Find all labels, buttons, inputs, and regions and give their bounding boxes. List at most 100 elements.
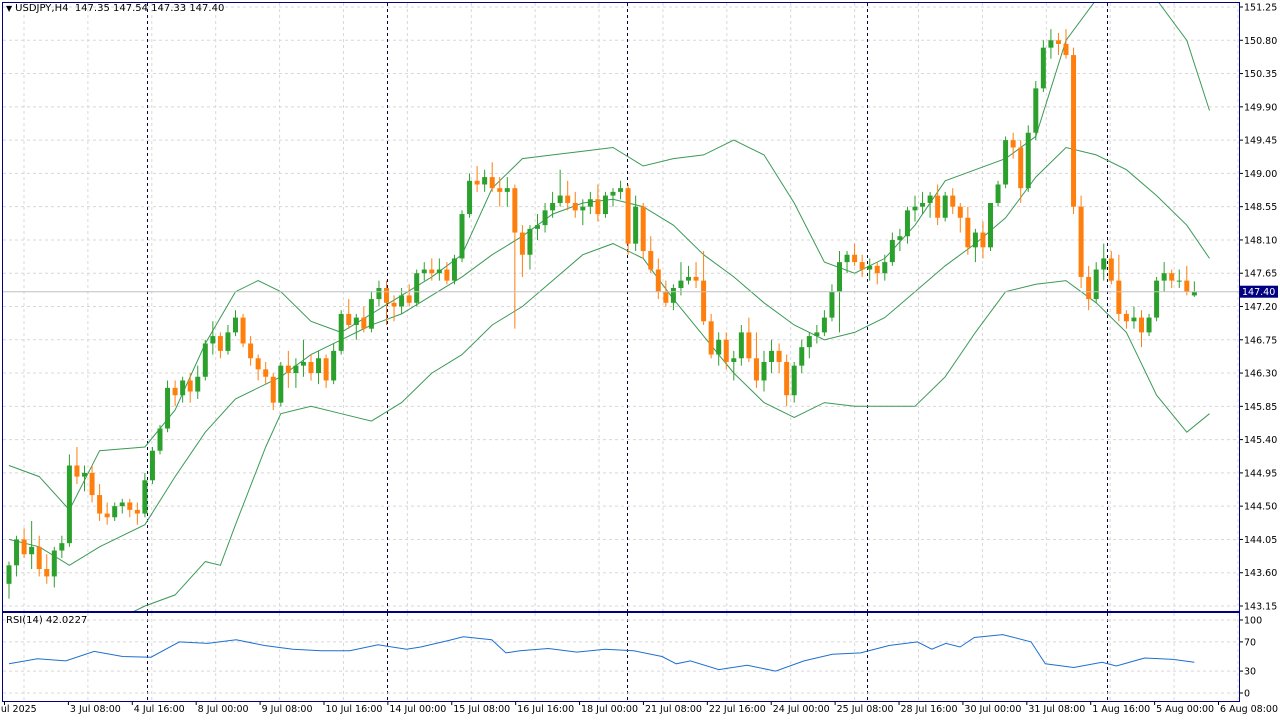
rsi-line <box>8 634 1195 672</box>
candle-bull <box>504 188 510 192</box>
time-tick-label: 25 Jul 08:00 <box>837 704 894 715</box>
candle-bear <box>776 350 782 362</box>
candle-bull <box>6 565 12 584</box>
candle-bear <box>44 569 50 577</box>
candle-bull <box>829 291 835 318</box>
candle-bull <box>799 347 805 366</box>
time-tick-label: 22 Jul 16:00 <box>709 704 766 715</box>
candle-bull <box>731 358 737 362</box>
price-tick-label: 145.85 <box>1244 402 1277 413</box>
candle-bull <box>482 177 488 185</box>
time-tick-label: 14 Jul 00:00 <box>389 704 446 715</box>
candle-bull <box>353 317 359 325</box>
candle-bear <box>429 269 435 274</box>
candle-bull <box>821 317 827 333</box>
time-tick-label: 3 Jul 08:00 <box>70 704 121 715</box>
candle-bull <box>867 265 873 270</box>
candle-bull <box>1048 40 1054 48</box>
time-tick-label: 21 Jul 08:00 <box>645 704 702 715</box>
candle-bull <box>157 428 163 451</box>
candle-bear <box>935 195 941 218</box>
candle-bull <box>550 202 556 211</box>
candle-bull <box>761 361 767 381</box>
price-tick-label: 144.50 <box>1244 502 1277 513</box>
candle-bull <box>557 195 563 203</box>
time-tick-label: 2 Jul 2025 <box>0 704 37 715</box>
candle-bull <box>988 202 993 248</box>
candle-bull <box>1146 317 1152 333</box>
candle-bear <box>519 232 525 255</box>
candle-bull <box>119 502 125 507</box>
candle-bear <box>1063 43 1069 56</box>
candle-bull <box>210 336 216 344</box>
collapse-triangle-icon[interactable]: ▼ <box>6 4 13 13</box>
time-tick-label: 9 Jul 08:00 <box>262 704 313 715</box>
candle-bear <box>1184 280 1190 292</box>
price-tick-label: 150.80 <box>1244 36 1277 47</box>
candle-bull <box>1191 291 1197 296</box>
candle-bull <box>995 184 1001 203</box>
candle-bear <box>323 358 329 381</box>
candle-bull <box>1161 273 1167 281</box>
candle-bull <box>972 232 978 248</box>
candle-bear <box>255 358 261 370</box>
candle-bear <box>1018 147 1024 189</box>
candle-bull <box>912 206 918 211</box>
candle-bear <box>263 369 269 377</box>
time-tick-label: 8 Jul 00:00 <box>198 704 249 715</box>
candle-bull <box>806 336 812 348</box>
time-tick-label: 4 Jul 16:00 <box>134 704 185 715</box>
candle-bear <box>134 509 140 514</box>
candle-bull <box>927 195 933 203</box>
candle-bull <box>791 365 797 396</box>
candle-bear <box>753 358 759 381</box>
candle-bear <box>89 472 95 496</box>
candle-bear <box>97 495 103 514</box>
price-tick-label: 149.45 <box>1244 136 1277 147</box>
candle-bull <box>376 288 382 300</box>
candle-bear <box>1108 258 1114 281</box>
candle-bull <box>51 550 57 577</box>
price-tick-label: 148.55 <box>1244 202 1277 213</box>
candle-bear <box>74 465 80 477</box>
candle-bear <box>361 317 367 329</box>
candle-bear <box>172 387 178 396</box>
candle-bear <box>625 188 631 244</box>
price-tick-label: 149.90 <box>1244 102 1277 113</box>
candle-bear <box>655 269 661 292</box>
candle-bull <box>278 365 284 403</box>
candle-bull <box>1101 258 1107 270</box>
candle-bull <box>414 273 420 303</box>
bollinger-upper-line <box>8 3 1210 511</box>
price-tick-label: 143.60 <box>1244 568 1277 579</box>
candle-bear <box>346 313 352 325</box>
candle-bull <box>889 239 895 263</box>
time-tick-label: 5 Aug 00:00 <box>1156 704 1214 715</box>
candle-bull <box>59 543 65 551</box>
candle-bull <box>670 288 676 303</box>
candle-bull <box>1040 47 1046 89</box>
candle-bull <box>587 199 593 207</box>
candle-bear <box>497 188 503 192</box>
candle-bull <box>399 295 405 307</box>
candle-bear <box>572 202 578 211</box>
rsi-tick-label: 0 <box>1244 689 1250 700</box>
candle-bull <box>580 206 586 211</box>
candle-bull <box>1025 132 1031 189</box>
candle-bull <box>233 317 238 333</box>
candle-bull <box>814 332 820 337</box>
candle-bear <box>859 262 865 270</box>
candle-bull <box>602 195 608 215</box>
candle-bull <box>897 236 903 240</box>
last-price-label: 147.40 <box>1242 287 1275 298</box>
candle-bull <box>66 465 72 544</box>
price-tick-label: 144.95 <box>1244 468 1277 479</box>
candle-bull <box>678 280 684 289</box>
price-tick-label: 150.35 <box>1244 69 1277 80</box>
rsi-tick-label: 70 <box>1244 637 1256 648</box>
price-tick-label: 147.20 <box>1244 302 1277 313</box>
candle-bull <box>618 188 624 192</box>
rsi-value: 42.0227 <box>45 615 88 626</box>
time-tick-label: 6 Aug 08:00 <box>1220 704 1278 715</box>
